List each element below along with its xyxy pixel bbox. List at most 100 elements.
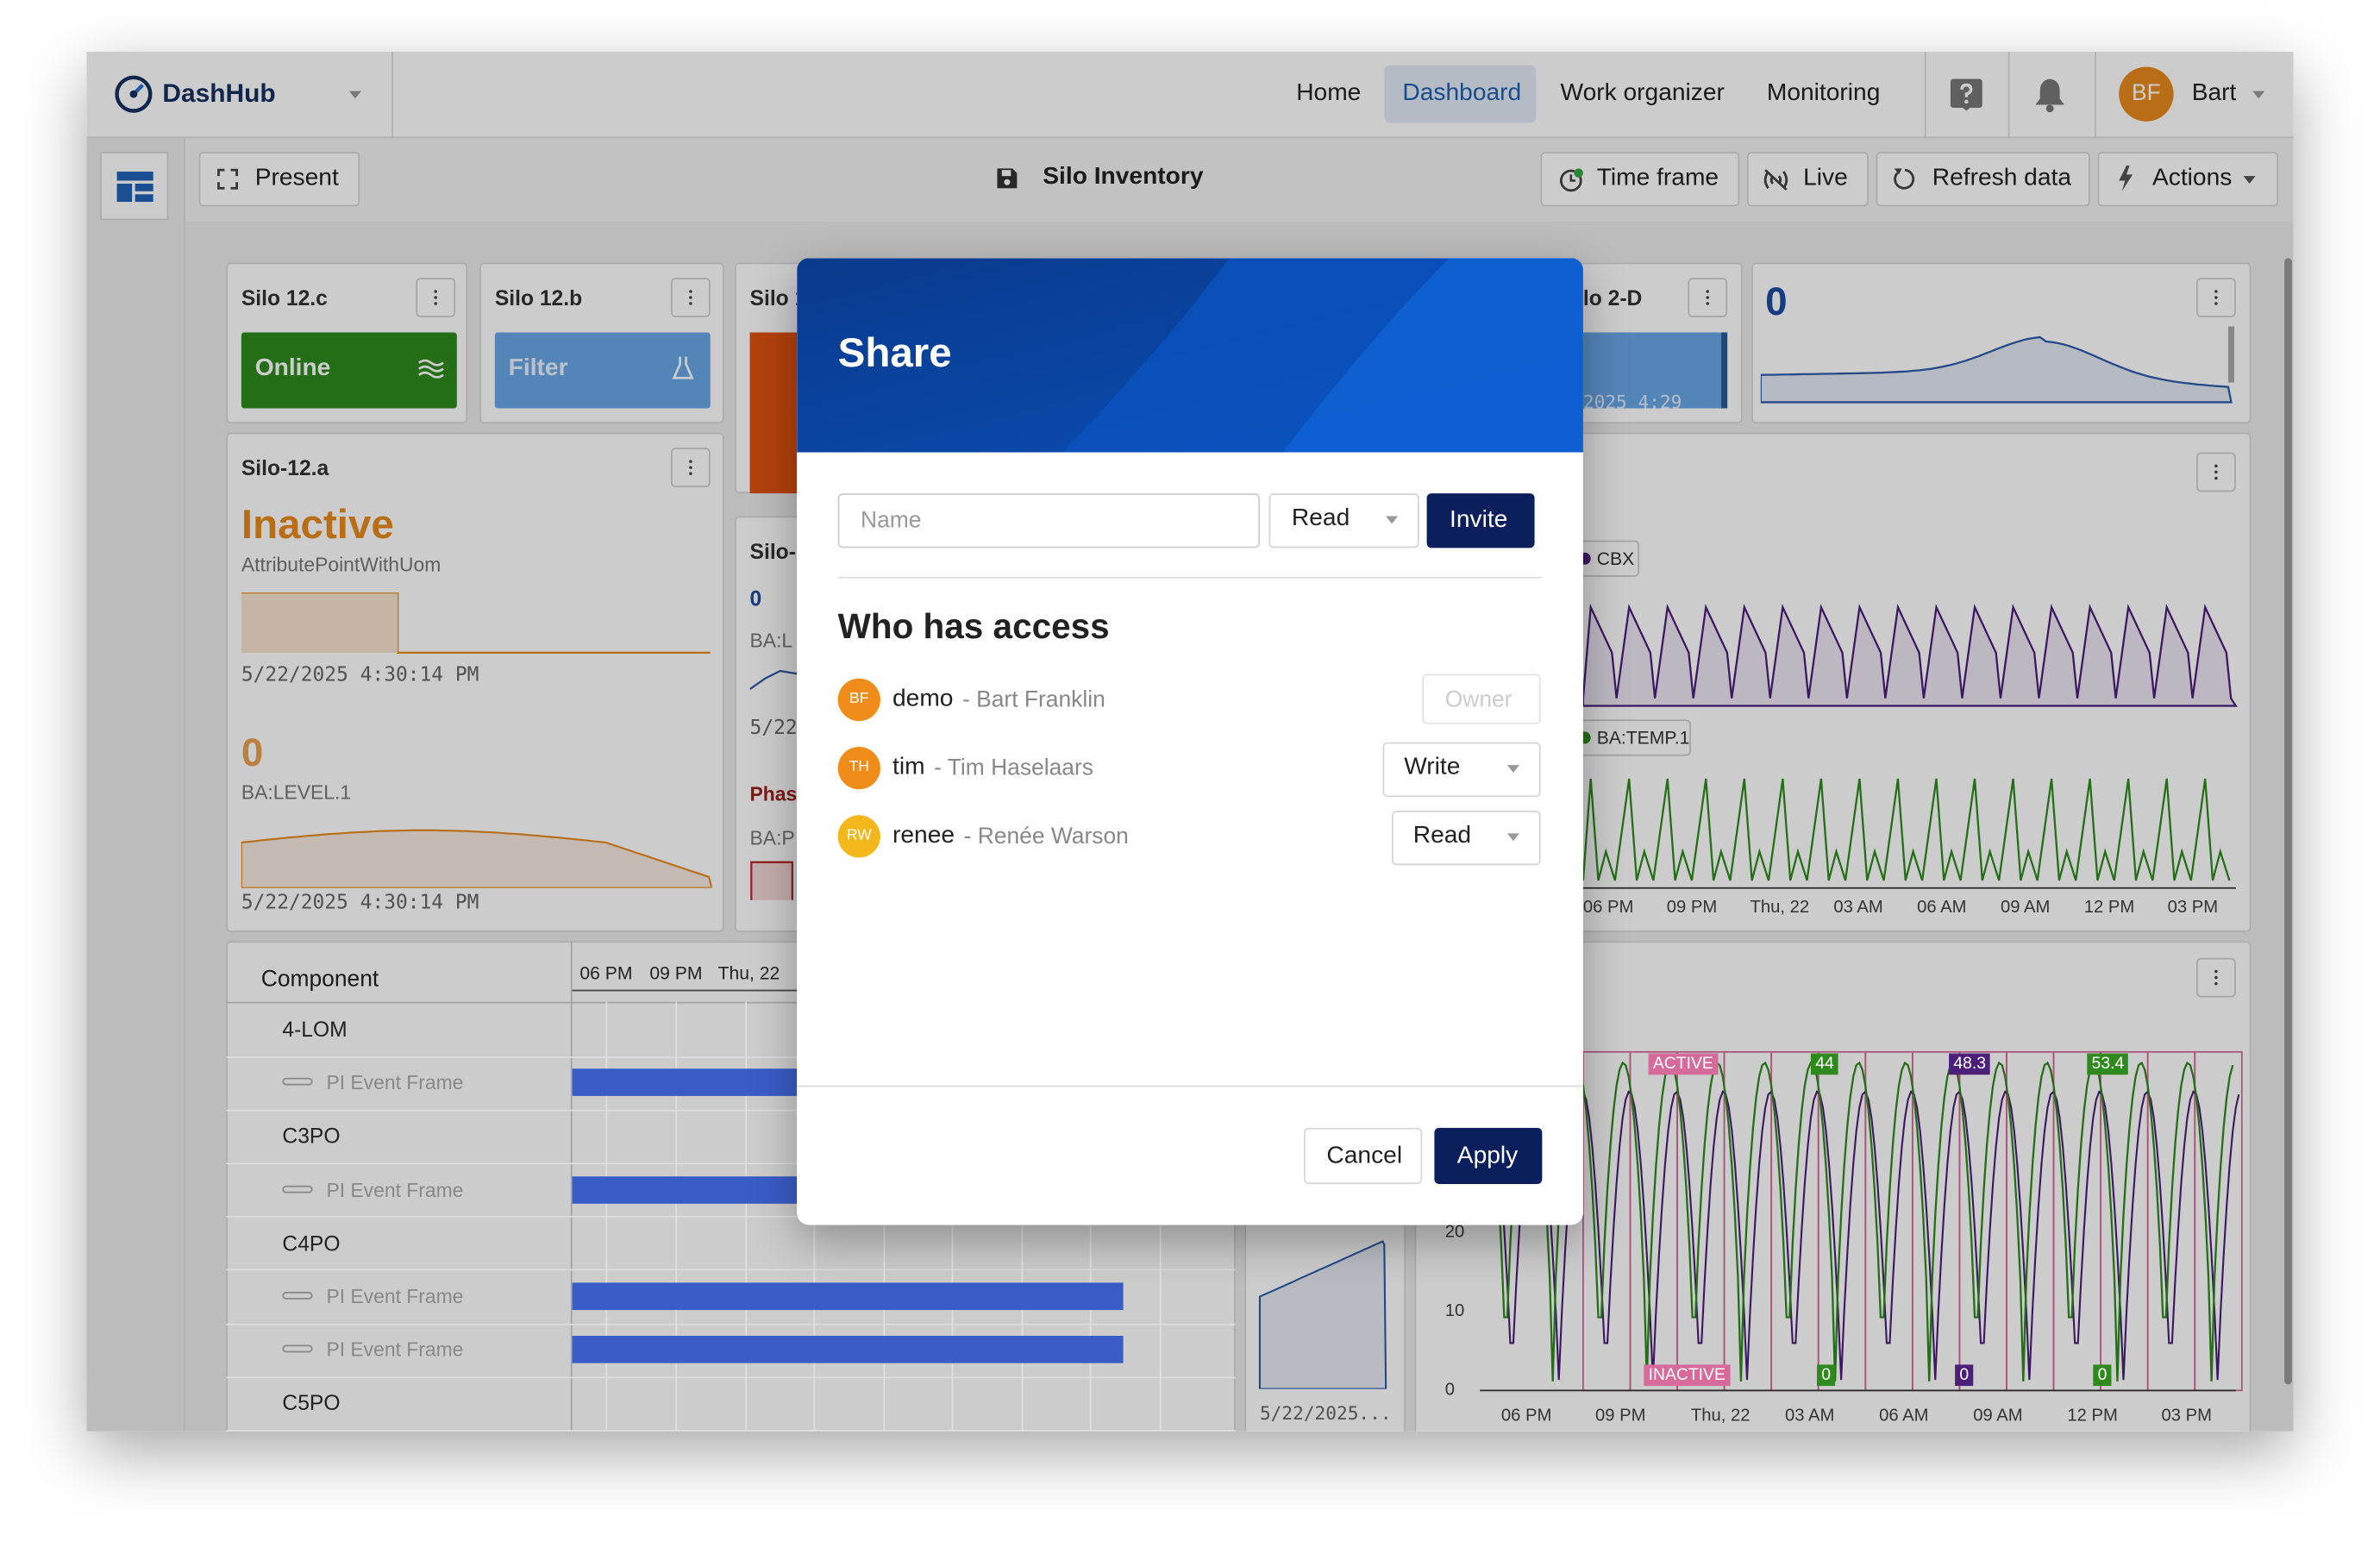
x-tick-label: 09 PM (1594, 1407, 1646, 1426)
state-marker: 0 (1955, 1364, 1974, 1387)
layout-button[interactable] (100, 152, 169, 221)
scrollbar[interactable] (2284, 258, 2292, 1385)
x-tick-label: 09 AM (1973, 1407, 2023, 1426)
row-rule (226, 1216, 1236, 1219)
toolbar-action[interactable]: Actions (2151, 165, 2233, 191)
divider (2095, 51, 2096, 137)
x-tick-label: 09 AM (2000, 899, 2051, 918)
event-bar (572, 1336, 1124, 1363)
person-user: tim (892, 754, 925, 780)
y-tick-label: 20 (1444, 1223, 1465, 1242)
dashboard-title: Silo Inventory (1043, 164, 1204, 191)
widget-menu[interactable] (1688, 278, 1728, 317)
status-tile (494, 332, 711, 409)
row-rule (226, 1162, 1236, 1165)
apply-button[interactable] (1434, 1127, 1543, 1184)
apply-label[interactable]: Apply (1456, 1143, 1519, 1169)
row-rule (226, 1269, 1236, 1271)
legend-label[interactable]: CBX (1596, 548, 1635, 570)
x-tick-label: Thu, 22 (1690, 1407, 1751, 1426)
tag: BA:P (749, 826, 795, 849)
nav-item[interactable]: Work organizer (1560, 80, 1725, 107)
invite-label[interactable]: Invite (1449, 506, 1508, 533)
user-name[interactable]: Bart (2191, 80, 2237, 107)
cancel-label[interactable]: Cancel (1326, 1143, 1403, 1169)
widget-menu[interactable] (2196, 957, 2236, 998)
brand-caret[interactable] (348, 91, 361, 99)
timestamp: 2025 4:29 (1582, 392, 1682, 413)
state-marker: 0 (2093, 1364, 2112, 1387)
user-avatar[interactable]: BF (2119, 66, 2174, 122)
time-frame-button[interactable] (1540, 152, 1740, 207)
y-tick-label: 0 (1444, 1381, 1455, 1400)
toolbar-action[interactable]: Time frame (1596, 165, 1719, 191)
tag: BA:L (749, 629, 793, 653)
child-row-label: PI Event Frame (326, 1285, 464, 1308)
nav-item[interactable]: Dashboard (1402, 80, 1522, 107)
widget-menu[interactable] (671, 448, 711, 488)
bell-icon[interactable] (2034, 78, 2066, 113)
widget-menu[interactable] (2196, 452, 2236, 492)
owner-badge (1422, 674, 1541, 724)
status-value: Inactive (241, 501, 394, 548)
sidebar (86, 138, 185, 1432)
invite-button[interactable] (1426, 493, 1535, 548)
person-avatar: TH (837, 747, 880, 790)
select-caret (1506, 765, 1519, 773)
divider (2007, 51, 2010, 137)
present-button[interactable] (198, 152, 360, 207)
select-caret (1506, 833, 1519, 842)
refresh-button[interactable] (1876, 152, 2090, 207)
widget-menu[interactable] (2196, 278, 2236, 317)
widget-title: Silo 12.b (494, 285, 583, 310)
divider (837, 576, 1543, 579)
value: 0 (1765, 278, 1788, 324)
name-input[interactable] (837, 493, 1260, 548)
role-select[interactable] (1382, 742, 1541, 798)
legend-label[interactable]: BA:TEMP.1 (1596, 727, 1690, 749)
present-label[interactable]: Present (254, 165, 339, 191)
row-rule (226, 1056, 1236, 1058)
role-label: Owner (1444, 686, 1513, 713)
row-rule (226, 1323, 1236, 1325)
x-tick-label: 03 AM (1833, 899, 1883, 918)
state-marker: ACTIVE (1648, 1053, 1719, 1075)
widget-menu[interactable] (671, 278, 711, 317)
role-label[interactable]: Read (1412, 823, 1472, 849)
role-select[interactable] (1392, 810, 1541, 866)
logo-icon (115, 75, 153, 113)
live-button[interactable] (1746, 152, 1869, 207)
actions-caret[interactable] (2243, 176, 2256, 184)
toolbar-action[interactable]: Refresh data (1932, 165, 2071, 191)
state-marker: 44 (1810, 1053, 1839, 1075)
nav-item[interactable]: Home (1296, 80, 1362, 107)
save-icon (997, 168, 1018, 189)
live-icon (1763, 169, 1788, 191)
widget-menu[interactable] (416, 278, 456, 317)
timestamp: 5/22/2025... (1259, 1402, 1392, 1425)
row-rule (226, 1376, 1236, 1378)
clock-icon (1559, 168, 1583, 192)
column-header: Component (260, 966, 379, 993)
help-icon[interactable] (1950, 78, 1982, 111)
person-avatar: RW (837, 815, 880, 858)
sparkline (1760, 326, 2235, 404)
status-tile (241, 332, 457, 409)
toolbar-action[interactable]: Live (1803, 165, 1848, 191)
user-caret[interactable] (2252, 91, 2265, 99)
state-marker: INACTIVE (1644, 1364, 1731, 1387)
child-row-label: PI Event Frame (326, 1338, 464, 1362)
step-chart (750, 861, 793, 900)
divider (1924, 51, 1926, 137)
share-dialog: Share Name Read Invite Who has access Ca… (797, 258, 1583, 1225)
link-icon (282, 1078, 313, 1086)
x-tick-label: Thu, 22 (717, 962, 780, 984)
cancel-button[interactable] (1304, 1127, 1423, 1184)
widget-title: lo 2-D (1582, 285, 1643, 310)
person-full-name: - Renée Warson (963, 823, 1129, 849)
role-label[interactable]: Write (1404, 754, 1461, 780)
flask-icon (672, 356, 694, 379)
y-tick-label: 10 (1444, 1302, 1465, 1321)
nav-item[interactable]: Monitoring (1766, 80, 1881, 107)
